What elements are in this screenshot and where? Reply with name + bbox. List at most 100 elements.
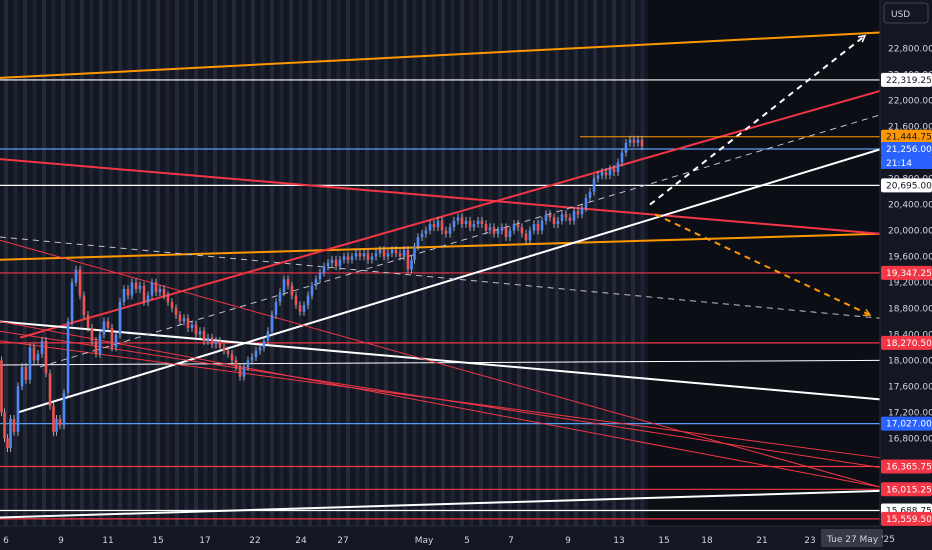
- price-level-badge[interactable]: [881, 482, 932, 497]
- candle-body: [524, 233, 528, 241]
- price-level-badge[interactable]: [881, 129, 932, 144]
- cursor-date-badge: Tue 27 May '25: [821, 529, 895, 547]
- session-stripe: [4, 0, 8, 526]
- trend-line[interactable]: [19, 89, 881, 339]
- currency-badge[interactable]: USD: [883, 2, 929, 24]
- candle-body: [40, 340, 44, 354]
- session-stripe: [222, 0, 227, 526]
- price-tick-label: 18,000.00: [888, 356, 932, 366]
- candle-body: [346, 256, 350, 260]
- session-stripe: [450, 0, 455, 526]
- candle-body: [234, 360, 238, 367]
- candle-body: [386, 253, 390, 257]
- horizontal-levels: [0, 79, 880, 520]
- candle-body: [504, 227, 508, 238]
- candle-body: [290, 285, 294, 296]
- candle-body: [402, 250, 406, 257]
- candle-body: [350, 256, 354, 260]
- trend-line[interactable]: [0, 330, 881, 469]
- trend-line[interactable]: [0, 158, 881, 235]
- price-level-badge-label: 19,347.25: [886, 269, 932, 279]
- session-stripe: [118, 0, 122, 526]
- price-level-badge[interactable]: [881, 141, 932, 156]
- session-stripe: [175, 0, 179, 526]
- time-scale-panel[interactable]: [0, 526, 932, 550]
- candle-body: [640, 139, 644, 147]
- price-level-badge[interactable]: [881, 178, 932, 193]
- session-stripe: [517, 0, 521, 526]
- candle-body: [274, 301, 278, 315]
- candle-body: [464, 220, 468, 225]
- candle-body: [532, 224, 536, 231]
- candle-body: [218, 340, 222, 348]
- candle-body: [230, 353, 234, 361]
- candle-body: [394, 250, 398, 254]
- candle-body: [374, 253, 378, 257]
- trend-line[interactable]: [0, 359, 881, 366]
- session-stripe: [583, 0, 588, 526]
- cursor-date-box: [821, 529, 883, 547]
- arrow-head: [857, 34, 867, 43]
- price-level-badge-label: 21,256.00: [886, 145, 932, 155]
- session-stripe: [61, 0, 65, 526]
- candle-body: [552, 217, 556, 225]
- price-scale-panel[interactable]: [880, 0, 932, 526]
- candle-body: [28, 347, 32, 380]
- session-stripe: [564, 0, 569, 526]
- price-level-badge[interactable]: [881, 459, 932, 474]
- time-tick-label: 15: [152, 536, 163, 546]
- candle-body: [170, 301, 174, 309]
- price-level-badge-label: 18,270.50: [886, 339, 932, 349]
- candle-body: [334, 259, 338, 267]
- session-stripe: [612, 0, 616, 526]
- candle-body: [508, 230, 512, 238]
- time-tick-label: 27: [337, 536, 348, 546]
- candle-body: [32, 347, 36, 361]
- candle-body: [166, 295, 170, 302]
- candle-body: [58, 418, 62, 426]
- price-tick-label: 22,800.00: [888, 45, 932, 55]
- price-level-badges: 22,319.25 21,444.75 21,256.00 20,695.00 19,3…: [881, 72, 932, 526]
- trend-line[interactable]: [0, 239, 881, 488]
- candle-body: [560, 214, 564, 221]
- price-level-badge[interactable]: [881, 265, 932, 280]
- candle-body: [226, 350, 230, 354]
- time-tick-label: 22: [249, 536, 260, 546]
- session-stripe: [479, 0, 483, 526]
- candle-body: [222, 347, 226, 351]
- session-stripe: [32, 0, 37, 526]
- candle-body: [500, 227, 504, 231]
- trend-line[interactable]: [17, 148, 881, 414]
- session-stripe: [260, 0, 265, 526]
- session-stripe: [42, 0, 46, 526]
- trend-line[interactable]: [0, 31, 881, 79]
- trend-line[interactable]: [0, 232, 881, 261]
- candle-body: [186, 318, 190, 328]
- candle-body: [512, 224, 516, 231]
- candle-body: [134, 282, 138, 289]
- time-tick-label: 21: [756, 536, 767, 546]
- trend-line[interactable]: [0, 489, 881, 519]
- candle-body: [270, 314, 274, 332]
- session-stripe: [336, 0, 341, 526]
- session-stripe: [298, 0, 303, 526]
- candle-body: [476, 220, 480, 225]
- session-stripe: [51, 0, 56, 526]
- price-level-badge[interactable]: [881, 416, 932, 431]
- time-tick-label: 9: [58, 536, 64, 546]
- price-level-badge[interactable]: [881, 72, 932, 87]
- candle-body: [338, 259, 342, 267]
- candle-body: [342, 256, 346, 260]
- candle-body: [250, 357, 254, 361]
- price-level-badge[interactable]: [881, 511, 932, 526]
- trend-line[interactable]: [649, 34, 866, 206]
- price-level-badge[interactable]: [881, 335, 932, 350]
- trend-line[interactable]: [0, 320, 881, 488]
- price-tick-label: 22,000.00: [888, 97, 932, 107]
- price-level-badge-label: 16,365.75: [886, 463, 932, 473]
- session-stripe: [498, 0, 502, 526]
- trend-line[interactable]: [0, 236, 881, 319]
- session-stripe: [308, 0, 312, 526]
- candle-body: [110, 327, 114, 348]
